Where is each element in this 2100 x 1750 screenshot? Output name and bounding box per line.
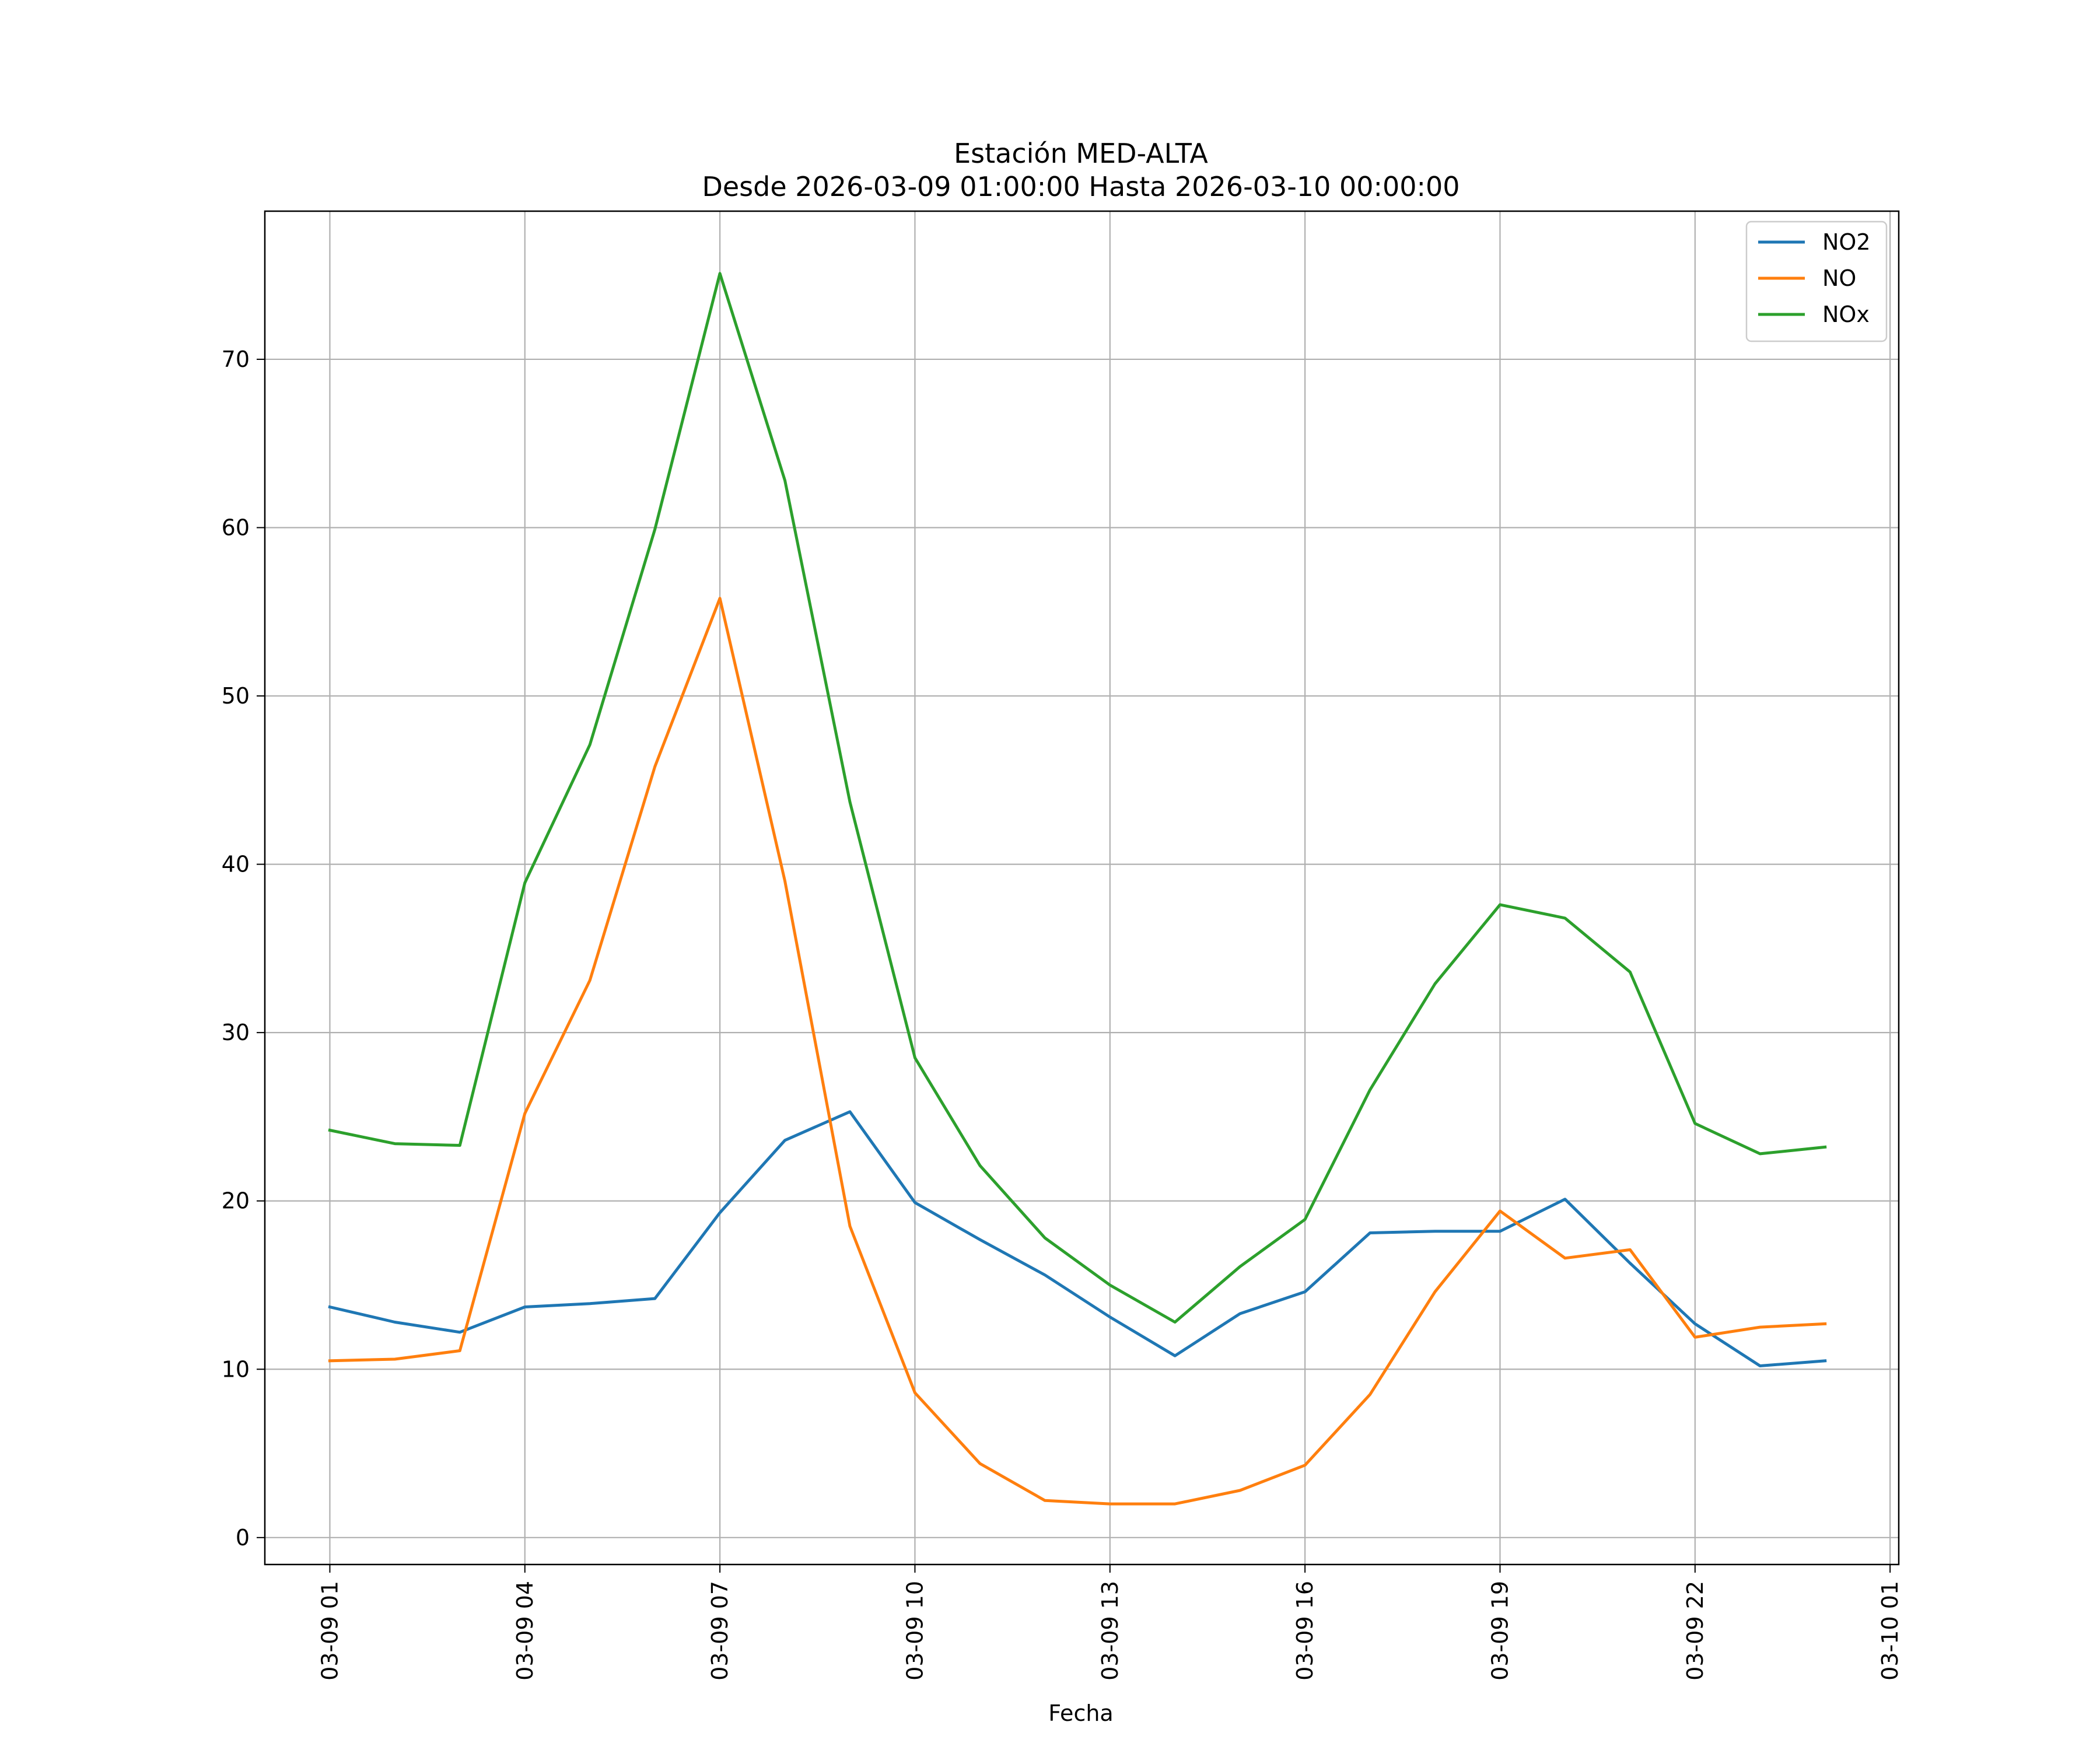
y-axis: 0 10 20 30 40 50 60 70	[222, 346, 265, 1550]
y-tick-label: 0	[236, 1525, 250, 1550]
chart-title: Estación MED-ALTA	[954, 138, 1208, 169]
x-tick-label: 03-09 22	[1682, 1581, 1708, 1681]
series-line-nox	[328, 272, 1827, 1324]
x-axis-label: Fecha	[1048, 1700, 1113, 1726]
x-tick-label: 03-09 19	[1487, 1581, 1513, 1681]
x-tick-label: 03-09 01	[317, 1581, 342, 1681]
series-line-no2	[328, 1110, 1827, 1367]
y-tick-label: 60	[222, 514, 250, 540]
x-tick-label: 03-09 07	[707, 1581, 733, 1681]
x-tick-label: 03-09 04	[512, 1581, 538, 1681]
y-tick-label: 40	[222, 852, 250, 877]
legend-label-nox: NOx	[1822, 302, 1870, 327]
legend-label-no: NO	[1822, 265, 1856, 291]
y-tick-label: 70	[222, 346, 250, 372]
x-tick-label: 03-10 01	[1877, 1581, 1903, 1681]
grid	[265, 211, 1899, 1564]
y-tick-label: 30	[222, 1020, 250, 1045]
x-tick-label: 03-09 10	[902, 1581, 928, 1681]
y-tick-label: 50	[222, 683, 250, 709]
legend-frame	[1745, 220, 1888, 342]
chart-subtitle: Desde 2026-03-09 01:00:00 Hasta 2026-03-…	[702, 171, 1460, 202]
x-axis: 03-09 01 03-09 04 03-09 07 03-09 10 03-09 13…	[317, 1564, 1903, 1681]
series-group	[328, 272, 1827, 1506]
legend-label-no2: NO2	[1822, 229, 1871, 255]
plot-area-frame	[264, 210, 1900, 1566]
x-tick-label: 03-09 13	[1097, 1581, 1123, 1681]
x-tick-label: 03-09 16	[1292, 1581, 1318, 1681]
legend: NO2 NO NOx	[1745, 220, 1888, 342]
y-tick-label: 10	[222, 1356, 250, 1382]
series-line-no	[328, 597, 1827, 1506]
y-tick-label: 20	[222, 1188, 250, 1214]
